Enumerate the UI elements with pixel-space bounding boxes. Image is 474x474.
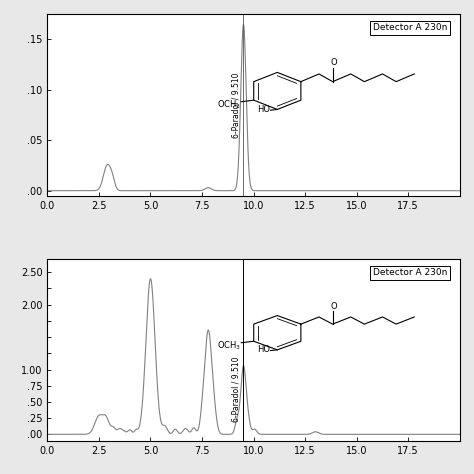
Text: Detector A 230n: Detector A 230n: [373, 268, 447, 277]
Text: Detector A 230n: Detector A 230n: [373, 23, 447, 32]
Text: 6-Paradol / 9.510: 6-Paradol / 9.510: [231, 356, 240, 422]
Text: 6-Paradol / 9.510: 6-Paradol / 9.510: [231, 72, 240, 138]
